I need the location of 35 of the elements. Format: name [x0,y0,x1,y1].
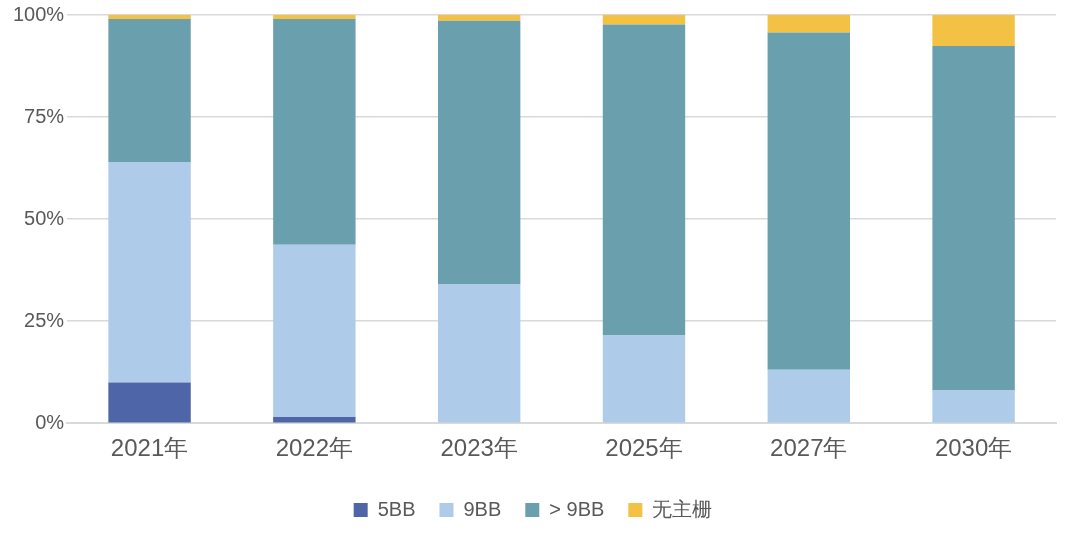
y-tick-label: 75% [24,104,65,127]
legend-label: 5BB [377,497,416,520]
legend-label: > 9BB [549,497,605,520]
bar [932,46,1015,391]
legend-label: 9BB [463,497,502,520]
x-tick-label: 2027年 [770,434,848,462]
bar [273,417,356,423]
y-tick-label: 100% [13,2,65,25]
y-tick-label: 25% [24,308,65,331]
bar [767,15,850,33]
bar [108,15,191,20]
legend-label: 无主栅 [652,497,713,520]
x-tick-label: 2021年 [110,434,189,462]
bar [273,15,356,20]
bar [932,390,1015,423]
y-tick-label: 50% [24,206,65,229]
bar [602,24,686,336]
bar [108,382,191,423]
bar [108,161,191,383]
bar [108,19,191,162]
bar [437,15,521,21]
bar [437,284,521,423]
x-tick-label: 2025年 [605,434,683,462]
bar [273,244,356,418]
bar [602,15,686,25]
x-tick-label: 2030年 [934,434,1013,462]
bar [602,335,686,423]
y-tick-label: 0% [35,410,65,433]
bar [932,15,1015,47]
bar [767,369,850,423]
bar [437,20,521,285]
bar [767,32,850,370]
x-tick-label: 2023年 [440,434,518,462]
x-tick-label: 2022年 [275,434,354,462]
bar [273,19,356,245]
